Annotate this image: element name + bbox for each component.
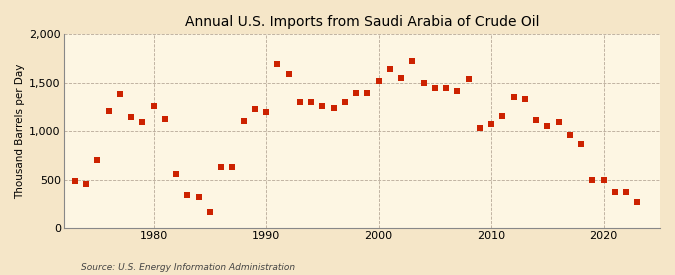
Point (306, 99, 317, 104)
Point (632, 200, 643, 204)
Point (385, 66, 396, 71)
Point (362, 91, 373, 95)
Point (554, 119, 564, 124)
Point (486, 121, 497, 126)
Point (429, 86, 440, 90)
Point (284, 72, 294, 76)
Point (351, 91, 362, 95)
Text: Source: U.S. Energy Information Administration: Source: U.S. Energy Information Administ… (81, 263, 295, 272)
Point (227, 165, 238, 170)
Point (475, 126, 485, 131)
Point (587, 177, 598, 182)
Point (159, 117, 170, 121)
Point (463, 77, 474, 81)
Title: Annual U.S. Imports from Saudi Arabia of Crude Oil: Annual U.S. Imports from Saudi Arabia of… (184, 15, 539, 29)
Point (126, 115, 136, 119)
Point (610, 189, 620, 194)
Point (340, 99, 350, 104)
Point (272, 62, 283, 66)
Y-axis label: Thousand Barrels per Day: Thousand Barrels per Day (15, 64, 25, 199)
Point (452, 89, 463, 93)
Point (576, 142, 587, 147)
Point (418, 81, 429, 86)
Point (70, 179, 80, 184)
Point (407, 59, 418, 64)
Point (205, 210, 215, 214)
Point (171, 172, 182, 176)
Point (531, 118, 541, 122)
Point (216, 165, 227, 169)
Point (182, 193, 193, 197)
Point (81, 181, 92, 186)
Point (137, 120, 148, 124)
Point (250, 107, 261, 112)
Point (396, 76, 406, 80)
Point (542, 124, 553, 128)
Point (564, 133, 575, 138)
Point (520, 97, 531, 101)
Point (598, 178, 609, 182)
Point (497, 114, 508, 119)
Point (115, 92, 126, 97)
Point (103, 108, 114, 113)
Point (193, 194, 204, 199)
Point (261, 110, 271, 114)
Point (148, 104, 159, 108)
Point (92, 158, 103, 163)
Point (621, 190, 632, 194)
Point (441, 86, 452, 90)
Point (328, 105, 339, 110)
Point (238, 119, 249, 123)
Point (317, 104, 328, 108)
Point (294, 100, 305, 105)
Point (508, 95, 519, 99)
Point (373, 78, 384, 83)
